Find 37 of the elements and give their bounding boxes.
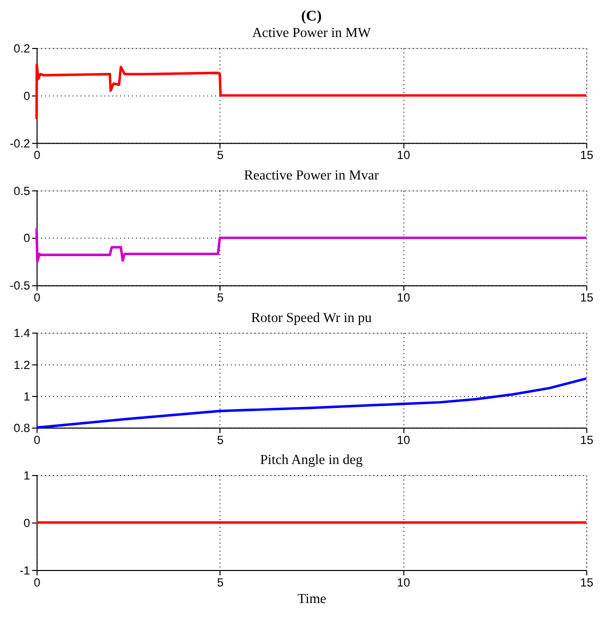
y-tick-label: 0	[24, 516, 31, 530]
x-tick-label: 0	[34, 432, 41, 447]
y-tick-label: 1	[24, 468, 31, 483]
x-tick-label: 10	[396, 290, 410, 305]
x-axis-title: Time	[298, 591, 326, 606]
y-tick-label: -0.2	[10, 136, 30, 150]
y-tick-label: 0.2	[14, 41, 30, 56]
chart-title: Pitch Angle in deg	[260, 452, 363, 468]
chart-subtitle: Active Power in MW	[252, 25, 372, 40]
x-tick-label: 15	[580, 148, 594, 162]
x-tick-label: 5	[216, 432, 224, 447]
x-tick-label: 0	[34, 575, 41, 590]
y-tick-label: 0	[24, 88, 31, 103]
y-tick-label: 1	[24, 389, 31, 404]
line-series	[35, 227, 588, 263]
chart-title: Rotor Speed Wr in pu	[251, 310, 372, 325]
x-tick-label: 0	[34, 290, 41, 305]
y-tick-label: 0.5	[14, 184, 31, 198]
x-tick-label: 10	[396, 575, 410, 590]
chart-title: Reactive Power in Mvar	[244, 167, 380, 182]
x-tick-label: 15	[580, 432, 594, 447]
x-tick-label: 5	[216, 575, 224, 590]
x-tick-label: 0	[34, 148, 41, 162]
y-tick-label: 0.8	[14, 421, 31, 436]
y-tick-label: -0.5	[10, 278, 31, 293]
y-tick-label: 1.2	[14, 358, 30, 372]
x-tick-label: 15	[580, 575, 594, 590]
y-tick-label: 1.4	[14, 326, 31, 340]
y-tick-label: 0	[24, 231, 31, 246]
x-tick-label: 15	[580, 290, 594, 305]
x-tick-label: 5	[216, 290, 224, 305]
y-tick-label: -1	[20, 563, 31, 578]
chart-title: (C)	[301, 8, 322, 24]
x-tick-label: 10	[396, 148, 410, 162]
line-series	[35, 63, 588, 120]
x-tick-label: 5	[216, 148, 224, 162]
x-tick-label: 10	[396, 432, 410, 447]
